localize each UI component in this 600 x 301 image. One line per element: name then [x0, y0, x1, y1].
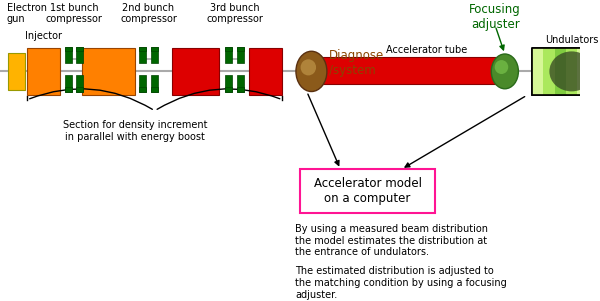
- Bar: [65, 75, 71, 92]
- Bar: [300, 169, 435, 213]
- Bar: [76, 47, 83, 63]
- Ellipse shape: [494, 60, 508, 74]
- Bar: [76, 47, 83, 51]
- Text: By using a measured beam distribution
the model estimates the distribution at
th: By using a measured beam distribution th…: [295, 224, 488, 257]
- Ellipse shape: [296, 51, 327, 92]
- Bar: [65, 47, 71, 51]
- Bar: [237, 87, 244, 92]
- Bar: [76, 75, 83, 92]
- Bar: [8, 53, 25, 90]
- Text: Section for density increment
in parallel with energy boost: Section for density increment in paralle…: [63, 120, 208, 141]
- Bar: [27, 48, 60, 95]
- Bar: [139, 47, 146, 63]
- Bar: [76, 87, 83, 92]
- Text: Accelerator tube: Accelerator tube: [386, 45, 467, 55]
- Bar: [226, 47, 232, 63]
- Bar: [248, 48, 283, 95]
- Bar: [532, 48, 600, 95]
- Bar: [226, 87, 232, 92]
- Bar: [139, 47, 146, 51]
- Text: Undulators: Undulators: [545, 35, 598, 45]
- Bar: [314, 57, 503, 84]
- Bar: [151, 75, 158, 92]
- Bar: [237, 75, 244, 92]
- Text: Diagnose
/system: Diagnose /system: [329, 49, 384, 77]
- Bar: [139, 87, 146, 92]
- Text: Electron
gun: Electron gun: [7, 3, 47, 24]
- Bar: [566, 48, 577, 95]
- Bar: [237, 47, 244, 63]
- Ellipse shape: [491, 54, 518, 89]
- Text: Injector: Injector: [25, 31, 62, 41]
- Bar: [543, 48, 554, 95]
- Bar: [237, 47, 244, 51]
- Text: 1st bunch
compressor: 1st bunch compressor: [46, 3, 103, 24]
- Bar: [82, 48, 136, 95]
- Bar: [532, 48, 600, 95]
- Bar: [577, 48, 589, 95]
- Text: 3rd bunch
compressor: 3rd bunch compressor: [206, 3, 263, 24]
- Text: The estimated distribution is adjusted to
the matching condition by using a focu: The estimated distribution is adjusted t…: [295, 266, 507, 299]
- Bar: [65, 87, 71, 92]
- Bar: [65, 47, 71, 63]
- Ellipse shape: [550, 51, 594, 92]
- Bar: [151, 87, 158, 92]
- Bar: [151, 47, 158, 63]
- Text: Accelerator model
on a computer: Accelerator model on a computer: [314, 177, 422, 205]
- Bar: [554, 48, 566, 95]
- Text: Focusing
adjuster: Focusing adjuster: [469, 3, 521, 31]
- Bar: [139, 75, 146, 92]
- Ellipse shape: [301, 59, 316, 76]
- Bar: [226, 75, 232, 92]
- Bar: [151, 47, 158, 51]
- Bar: [589, 48, 600, 95]
- Bar: [172, 48, 218, 95]
- Bar: [532, 48, 543, 95]
- Text: 2nd bunch
compressor: 2nd bunch compressor: [120, 3, 177, 24]
- Bar: [226, 47, 232, 51]
